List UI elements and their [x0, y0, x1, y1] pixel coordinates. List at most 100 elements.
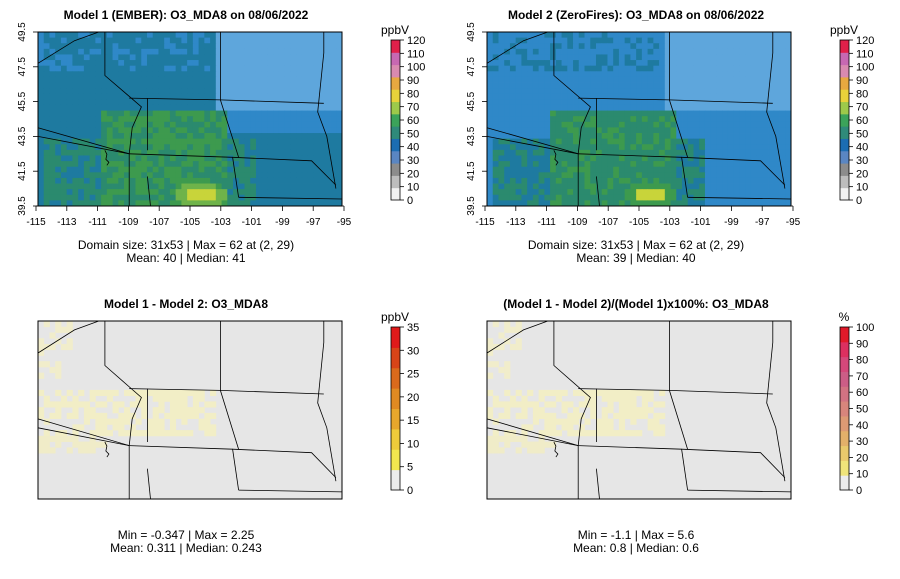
state-boundary-line	[486, 418, 579, 446]
state-boundary-line	[687, 489, 792, 493]
state-boundary-line	[104, 321, 142, 446]
state-boundary-line	[238, 196, 343, 200]
colorbar-tick-label: 110	[856, 48, 874, 60]
colorbar-tick-label: 60	[856, 387, 868, 399]
colorbar-unit-label: %	[839, 310, 850, 324]
state-boundary-line	[220, 99, 324, 104]
state-boundary-line	[37, 320, 99, 354]
state-boundary-line	[486, 31, 548, 64]
colorbar-segment	[840, 138, 849, 152]
colorbar-segment	[391, 150, 400, 164]
lake-outline	[104, 441, 110, 458]
colorbar-tick-label: 70	[856, 371, 868, 383]
state-boundary-line	[37, 427, 130, 446]
colorbar-segment	[840, 327, 849, 343]
state-boundary-line	[232, 156, 337, 186]
state-boundary-line	[486, 127, 579, 155]
x-tick-label: -103	[211, 217, 231, 228]
colorbar-tick-label: 110	[407, 48, 425, 60]
panel-3: Model 1 - Model 2: O3_MDA8 0 5 10 15 20 25 30 35…	[37, 297, 419, 555]
state-boundary-line	[681, 448, 786, 478]
colorbar-tick-label: 20	[407, 392, 419, 404]
state-boundary-line	[147, 468, 151, 500]
lake-outline	[553, 150, 559, 166]
state-boundary-line	[486, 136, 579, 155]
colorbar-tick-label: 0	[407, 485, 413, 497]
colorbar-tick-label: 120	[856, 35, 874, 47]
state-boundary-line	[486, 427, 579, 446]
panel-1: Model 1 (EMBER): O3_MDA8 on 08/06/2022 -1…	[17, 8, 425, 265]
colorbar-segment	[840, 386, 849, 402]
x-tick-label: -99	[275, 217, 290, 228]
colorbar-tick-label: 50	[407, 128, 419, 140]
x-tick-label: -111	[537, 217, 556, 228]
y-tick-label: 49.5	[17, 22, 28, 42]
colorbar-unit-label: ppbV	[381, 23, 409, 37]
state-boundary-line	[596, 176, 600, 207]
colorbar-tick-label: 30	[407, 345, 419, 357]
stats-caption-line2: Mean: 0.311 | Median: 0.243	[110, 541, 262, 555]
colorbar-segment	[391, 163, 400, 176]
colorbar-segment	[840, 341, 849, 358]
state-boundaries	[37, 320, 343, 500]
state-boundary-line	[220, 390, 324, 395]
state-boundary-line	[129, 97, 221, 101]
state-boundary-line	[37, 31, 99, 64]
colorbar-segment	[391, 40, 400, 53]
colorbar-frame	[390, 326, 401, 491]
state-boundary-line	[766, 32, 786, 189]
colorbar-segment	[840, 113, 849, 127]
state-boundary-line	[147, 176, 151, 207]
colorbar-tick-label: 70	[856, 102, 868, 114]
y-tick-label: 47.5	[466, 57, 477, 77]
panel-2: Model 2 (ZeroFires): O3_MDA8 on 08/06/20…	[466, 8, 874, 265]
stats-caption-line2: Mean: 39 | Median: 40	[576, 251, 696, 265]
state-boundary-line	[37, 127, 130, 155]
stats-caption-line2: Mean: 0.8 | Median: 0.6	[573, 541, 699, 555]
colorbar-segment	[840, 126, 849, 139]
colorbar-segment	[840, 89, 849, 103]
state-boundary-line	[129, 388, 221, 391]
x-tick-label: -111	[88, 217, 107, 228]
colorbar-tick-label: 90	[407, 75, 419, 87]
colorbar-segment	[391, 126, 400, 139]
colorbar-segment	[840, 101, 849, 115]
y-tick-label: 45.5	[466, 91, 477, 111]
colorbar-segment	[391, 113, 400, 127]
colorbar-tick-label: 10	[407, 182, 419, 194]
colorbar-segment	[840, 163, 849, 176]
colorbar-segment	[391, 52, 400, 66]
colorbar-segment	[840, 371, 849, 387]
stats-caption-line1: Domain size: 31x53 | Max = 62 at (2, 29)	[528, 238, 744, 252]
colorbar-segment	[840, 415, 849, 432]
y-tick-label: 47.5	[17, 57, 28, 77]
colorbar-segment	[391, 327, 400, 348]
y-tick-label: 39.5	[17, 196, 28, 216]
colorbar-tick-label: 10	[856, 182, 868, 194]
x-tick-label: -103	[660, 217, 680, 228]
x-tick-label: -101	[691, 217, 711, 228]
colorbar-tick-label: 0	[407, 195, 413, 207]
state-boundary-line	[317, 32, 337, 189]
state-boundary-line	[766, 321, 786, 482]
stats-caption-line1: Domain size: 31x53 | Max = 62 at (2, 29)	[78, 238, 294, 252]
colorbar-segment	[840, 64, 849, 78]
colorbar-tick-label: 15	[407, 415, 419, 427]
stats-caption-line1: Min = -1.1 | Max = 5.6	[578, 528, 695, 542]
colorbar-tick-label: 50	[856, 128, 868, 140]
x-tick-label: -97	[755, 217, 770, 228]
plot-frame	[486, 320, 792, 500]
colorbar-segment	[391, 367, 400, 389]
colorbar-tick-label: 100	[856, 322, 874, 334]
colorbar-segment	[391, 138, 400, 152]
colorbar-tick-label: 100	[856, 62, 874, 74]
x-tick-label: -113	[57, 217, 77, 228]
y-tick-label: 39.5	[466, 196, 477, 216]
x-tick-label: -99	[724, 217, 739, 228]
colorbar-tick-label: 35	[407, 322, 419, 334]
colorbar-segment	[840, 356, 849, 372]
colorbar-segment	[391, 469, 400, 491]
y-tick-label: 43.5	[17, 126, 28, 146]
colorbar-tick-label: 30	[407, 155, 419, 167]
